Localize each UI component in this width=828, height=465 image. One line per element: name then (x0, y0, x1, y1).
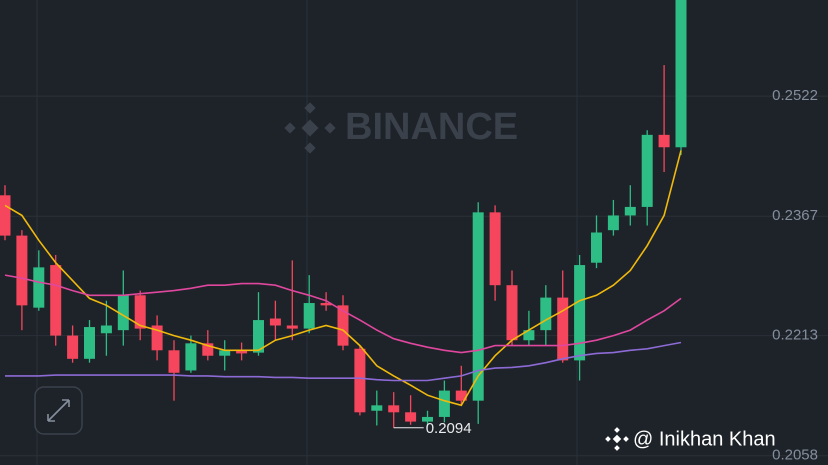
candle-body (641, 134, 653, 207)
vertical-grid (36, 0, 578, 465)
moving-average-line (4, 150, 682, 407)
candle-body (134, 295, 146, 329)
y-tick-label: 0.2058 (772, 447, 818, 464)
candle-body (168, 350, 180, 373)
candle-body (422, 416, 433, 422)
watermark: BINANCE (345, 106, 518, 148)
axis: 0.2058 0.2213 0.2367 0.2522 0.2094 (393, 87, 818, 464)
candle-body (117, 295, 129, 331)
y-tick-label: 0.2367 (772, 207, 818, 224)
candle-body (489, 212, 501, 286)
candle-body (557, 297, 569, 361)
candle-body (100, 325, 112, 334)
candle-body (67, 335, 79, 359)
candle-body (337, 305, 349, 346)
candle-body (219, 350, 231, 356)
plot (0, 0, 687, 428)
candle-body (675, 0, 687, 148)
moving-average-line (4, 274, 682, 354)
candle-body (455, 390, 467, 401)
candle-body (591, 232, 602, 263)
candle-body (320, 303, 332, 306)
candle-body (658, 134, 670, 148)
candle-body (16, 235, 28, 306)
y-tick-label: 0.2213 (772, 327, 818, 344)
candle-body (506, 285, 518, 341)
candle-body (269, 318, 281, 326)
candle-body (303, 303, 315, 329)
candle-body (202, 343, 214, 356)
candle-body (388, 405, 400, 413)
candle-body (472, 212, 484, 401)
candle-body (286, 325, 298, 329)
credit: @ Inikhan Khan (633, 428, 776, 450)
candle-body (624, 206, 636, 216)
expand-icon (47, 399, 70, 422)
candle-body (84, 327, 95, 359)
low-marker-label: 0.2094 (426, 420, 472, 437)
candle-body (0, 195, 11, 236)
candle-body (151, 325, 163, 351)
candle-body (33, 267, 45, 308)
candle-body (371, 405, 383, 411)
candle-body (253, 320, 264, 353)
candle-body (185, 343, 197, 371)
candle-body (523, 330, 535, 341)
candle-body (438, 390, 450, 417)
candle-body (607, 215, 619, 231)
moving-average-line (5, 341, 682, 382)
candle-body (236, 350, 248, 354)
expand-button[interactable] (34, 386, 83, 435)
candle-body (354, 348, 366, 413)
candle-body (405, 412, 417, 422)
grid (0, 95, 828, 457)
candle-body (540, 297, 552, 331)
y-tick-label: 0.2522 (772, 87, 818, 104)
candle-body (574, 265, 586, 361)
candle-body (50, 265, 62, 336)
